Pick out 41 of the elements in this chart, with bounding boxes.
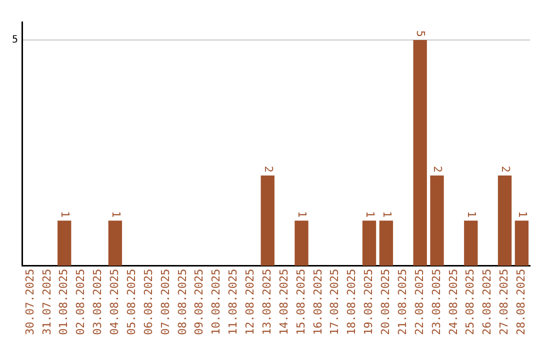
x-tick-label: 19.08.2025: [362, 268, 376, 336]
x-tick-label: 04.08.2025: [108, 268, 122, 336]
x-tick-label: 06.08.2025: [142, 268, 155, 336]
data-label: 1: [363, 211, 376, 218]
x-tick-label: 31.07.2025: [40, 268, 54, 336]
x-tick-label: 21.08.2025: [396, 268, 409, 336]
x-tick-label: 18.08.2025: [345, 268, 358, 336]
x-tick-label: 27.08.2025: [498, 268, 511, 336]
x-tick-label: 16.08.2025: [311, 268, 324, 336]
data-label: 2: [262, 166, 275, 172]
x-tick-label: 17.08.2025: [328, 268, 342, 336]
x-tick-label: 26.08.2025: [480, 268, 494, 336]
data-label: 1: [296, 211, 309, 218]
x-tick-label: 01.08.2025: [57, 268, 70, 336]
data-label: 1: [58, 211, 72, 218]
data-label: 1: [516, 211, 529, 218]
data-label: 1: [109, 211, 122, 218]
x-tick-label: 11.08.2025: [226, 268, 240, 336]
x-tick-label: 07.08.2025: [158, 268, 172, 336]
x-tick-label: 23.08.2025: [430, 268, 443, 336]
x-tick-label: 13.08.2025: [260, 268, 274, 336]
x-tick-label: 08.08.2025: [176, 268, 189, 336]
data-label: 2: [431, 166, 444, 172]
x-tick-label: 09.08.2025: [192, 268, 206, 336]
x-tick-label: 20.08.2025: [379, 268, 392, 336]
x-tick-label: 24.08.2025: [446, 268, 460, 336]
x-tick-label: 30.07.2025: [23, 268, 36, 336]
x-tick-label: 28.08.2025: [514, 268, 528, 336]
x-tick-label: 03.08.2025: [91, 268, 104, 336]
data-label: 1: [465, 211, 478, 218]
x-tick-label: 02.08.2025: [74, 268, 88, 336]
x-tick-label: 05.08.2025: [124, 268, 138, 336]
x-tick-label: 22.08.2025: [412, 268, 426, 336]
x-tick-label: 25.08.2025: [464, 268, 477, 336]
x-tick-label: 14.08.2025: [277, 268, 290, 336]
x-tick-label: 15.08.2025: [294, 268, 308, 336]
data-label: 2: [498, 166, 512, 172]
x-tick-label: 10.08.2025: [210, 268, 223, 336]
data-label: 5: [414, 30, 428, 38]
x-tick-label: 12.08.2025: [244, 268, 257, 336]
data-label: 1: [380, 211, 394, 218]
